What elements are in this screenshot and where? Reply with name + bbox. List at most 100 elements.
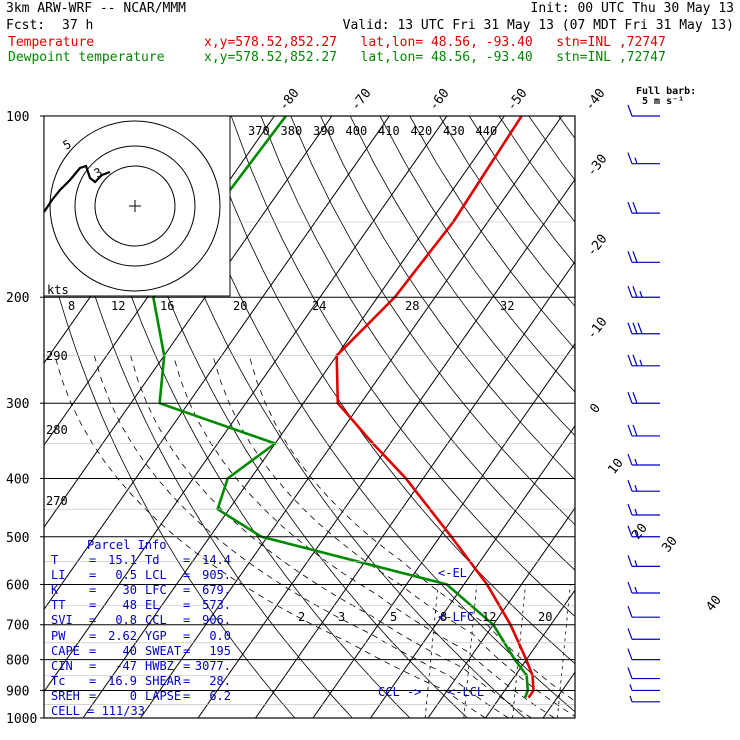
parcel-key: HWBZ xyxy=(145,658,174,673)
mixing-ratio-line xyxy=(596,584,609,718)
theta-label: 430 xyxy=(443,124,465,138)
dry-adiabat-line xyxy=(588,116,740,718)
equals-sign: = xyxy=(89,673,97,688)
equals-sign: = xyxy=(89,583,97,598)
isotherm-line xyxy=(197,178,575,718)
wind-barb-flag xyxy=(627,605,633,618)
equals-sign: = xyxy=(89,568,97,583)
equals-sign: = xyxy=(183,673,191,688)
pressure-tick-label: 700 xyxy=(6,619,29,634)
wind-barb-half xyxy=(634,586,638,594)
isotherm-line xyxy=(44,116,390,611)
plot-frame xyxy=(43,115,576,719)
moist-adiabat-line xyxy=(173,355,555,718)
mixing-ratio-label: 20 xyxy=(538,610,552,624)
wind-barb xyxy=(627,581,660,594)
equals-sign: = xyxy=(183,583,191,598)
equals-sign: = xyxy=(183,658,191,673)
parcel-key: CCL xyxy=(145,613,167,628)
wind-barb-flag xyxy=(627,555,633,567)
barb-key-label: Full barb: xyxy=(636,86,696,97)
theta-label: 270 xyxy=(46,494,68,508)
equals-sign: = xyxy=(89,553,97,567)
mixing-ratio-label: 12 xyxy=(482,610,496,624)
mixing-ratio-line xyxy=(424,584,439,718)
parcel-key: Tc xyxy=(51,673,66,688)
wind-barb xyxy=(627,503,660,516)
temperature-tick-label: -70 xyxy=(348,86,374,114)
model-title: 3km ARW-WRF -- NCAR/MMM xyxy=(6,1,187,16)
wind-barb xyxy=(627,628,660,640)
temperature-tick-label: 10 xyxy=(605,456,626,478)
pressure-tick-label: 400 xyxy=(6,472,29,487)
dry-adiabat-line xyxy=(648,116,740,718)
equals-sign: = xyxy=(89,658,97,673)
parcel-value: 2.62 xyxy=(108,628,137,643)
wind-barb xyxy=(627,322,660,335)
dry-adiabat-line xyxy=(618,116,740,718)
dewpoint-legend: Dewpoint temperature xyxy=(8,50,165,65)
mixing-ratio-label: 8 xyxy=(440,610,447,624)
parcel-info-panel: Parcel Info T = 15.1 Td = 14.4 LI = 0.5 LCL = 905. K… xyxy=(45,538,231,726)
wind-barb-flag xyxy=(632,251,638,263)
isotherm-line xyxy=(44,116,448,693)
wind-barb xyxy=(627,392,660,404)
parcel-key: CELL = 111/33 xyxy=(51,704,145,718)
hodograph-ring xyxy=(94,165,176,247)
pressure-tick-label: 1000 xyxy=(6,712,37,727)
wind-barb-flag xyxy=(637,322,643,334)
wind-barb-half xyxy=(634,560,638,567)
theta-label: 440 xyxy=(476,124,498,138)
isotherm-line xyxy=(658,116,740,718)
dry-adiabat-line xyxy=(468,116,575,265)
parcel-value: 48 xyxy=(122,598,137,613)
pressure-tick-label: 600 xyxy=(6,578,29,593)
parcel-info-title: Parcel Info xyxy=(87,538,167,552)
wind-barb-flag xyxy=(627,648,633,660)
equals-sign: = xyxy=(183,613,191,628)
wind-barb xyxy=(627,525,660,538)
mixing-ratio-label: 3 xyxy=(338,610,345,624)
pressure-tick-label: 500 xyxy=(6,531,29,546)
parcel-value: 30 xyxy=(122,583,137,598)
parcel-key: LCL xyxy=(145,568,167,583)
temperature-tick-label: 30 xyxy=(659,534,680,556)
isotherm-line xyxy=(312,342,575,718)
equals-sign: = xyxy=(89,598,97,613)
hodograph-speed-label: 8 xyxy=(68,299,75,313)
wind-barb-flag xyxy=(627,152,633,164)
lfc-marker: <-LFC xyxy=(438,610,474,624)
hodograph-speed-label: 12 xyxy=(111,299,125,313)
parcel-key: T xyxy=(51,553,59,567)
isotherm-line xyxy=(427,507,575,718)
hodograph-ring xyxy=(74,145,196,267)
wind-barb-flag xyxy=(627,453,633,466)
equals-sign: = xyxy=(89,688,97,703)
wind-barb-flag xyxy=(627,392,633,404)
temperature-profile xyxy=(335,116,535,699)
wind-barb-flag xyxy=(632,201,638,214)
hodograph-unit-label: kts xyxy=(47,283,69,297)
parcel-value: 0.8 xyxy=(115,613,137,628)
temperature-tick-label: 40 xyxy=(703,593,724,615)
parcel-key: SVI xyxy=(51,613,73,628)
hodograph-speed-label: 32 xyxy=(500,299,514,313)
wind-barb-half xyxy=(634,458,638,466)
pressure-tick-label: 100 xyxy=(6,110,29,125)
wind-barb-half xyxy=(634,157,638,164)
dry-adiabat-line xyxy=(558,116,575,139)
temperature-location: x,y=578.52,852.27 lat,lon= 48.56, -93.40… xyxy=(204,35,666,50)
wind-barb-flag xyxy=(627,628,633,640)
wind-barb-half xyxy=(634,508,638,516)
lcl-marker: <-LCL xyxy=(448,685,484,699)
dewpoint-location: x,y=578.52,852.27 lat,lon= 48.56, -93.40… xyxy=(204,50,666,65)
wind-barb xyxy=(627,479,660,492)
theta-label: 420 xyxy=(411,124,433,138)
equals-sign: = xyxy=(89,628,97,643)
el-marker: <-EL xyxy=(438,566,467,580)
parcel-value: 40 xyxy=(122,643,137,658)
dry-adiabat-line xyxy=(171,116,575,713)
temperature-legend: Temperature xyxy=(8,35,95,50)
parcel-value: 0 xyxy=(129,688,137,703)
wind-barb-flag xyxy=(632,424,638,437)
